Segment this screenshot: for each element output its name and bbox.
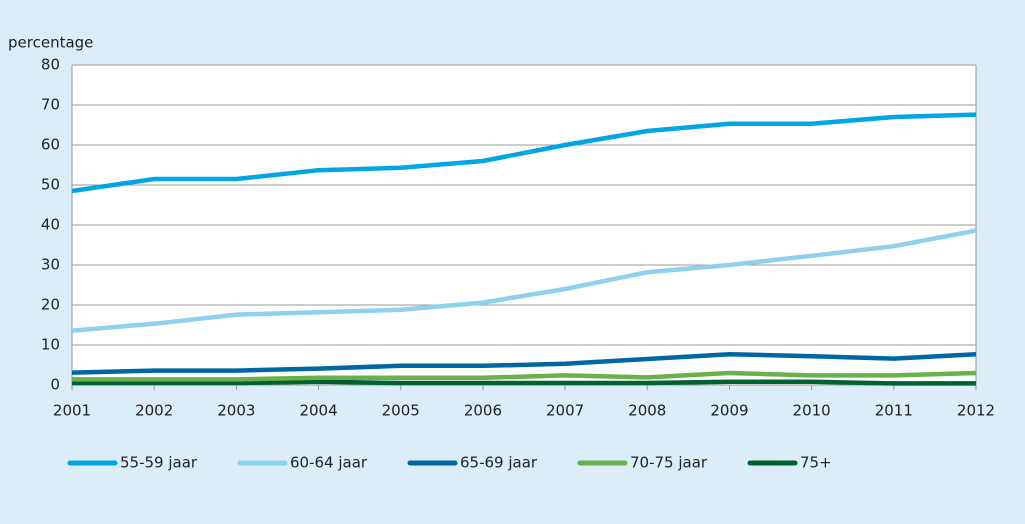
x-tick-label: 2004 bbox=[299, 402, 337, 420]
x-tick-label: 2012 bbox=[957, 402, 995, 420]
x-tick-label: 2011 bbox=[875, 402, 913, 420]
series-line bbox=[71, 351, 977, 375]
y-tick-label: 70 bbox=[41, 96, 60, 114]
series-line bbox=[71, 112, 977, 194]
y-tick-label: 20 bbox=[41, 296, 60, 314]
x-tick-label: 2003 bbox=[217, 402, 255, 420]
x-tick-label: 2001 bbox=[53, 402, 91, 420]
y-tick-label: 50 bbox=[41, 176, 60, 194]
legend-label: 70-75 jaar bbox=[630, 454, 708, 472]
y-tick-label: 30 bbox=[41, 256, 60, 274]
y-axis-label: percentage bbox=[8, 34, 93, 52]
x-tick-label: 2005 bbox=[382, 402, 420, 420]
x-tick-label: 2008 bbox=[628, 402, 666, 420]
series-line bbox=[71, 228, 977, 333]
y-tick-label: 80 bbox=[41, 56, 60, 74]
y-tick-label: 40 bbox=[41, 216, 60, 234]
x-tick-label: 2009 bbox=[710, 402, 748, 420]
legend-label: 55-59 jaar bbox=[120, 454, 198, 472]
y-tick-label: 0 bbox=[50, 376, 60, 394]
y-tick-label: 10 bbox=[41, 336, 60, 354]
y-tick-label: 60 bbox=[41, 136, 60, 154]
legend-label: 65-69 jaar bbox=[460, 454, 538, 472]
x-tick-label: 2007 bbox=[546, 402, 584, 420]
series-line bbox=[72, 379, 976, 386]
series-line bbox=[72, 370, 977, 382]
x-tick-label: 2010 bbox=[793, 402, 831, 420]
legend-label: 75+ bbox=[800, 454, 832, 472]
legend-label: 60-64 jaar bbox=[290, 454, 368, 472]
x-tick-label: 2006 bbox=[464, 402, 502, 420]
x-tick-label: 2002 bbox=[135, 402, 173, 420]
